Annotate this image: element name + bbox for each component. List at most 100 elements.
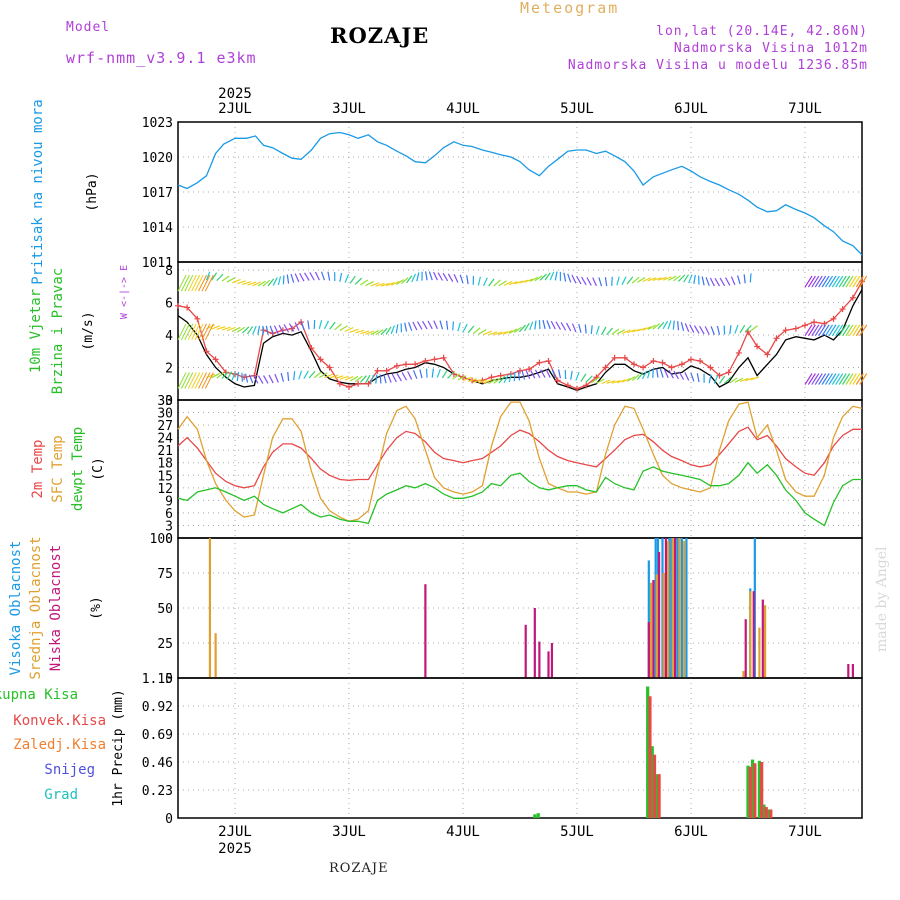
wind-arrow	[401, 277, 409, 285]
wind-arrow	[329, 374, 339, 379]
y-tick-label: 0.69	[142, 728, 173, 743]
bar-low	[424, 584, 427, 678]
wind-label-1: 10m Vjetar	[28, 289, 44, 373]
wind-arrow	[503, 280, 513, 286]
wind-arrow	[365, 330, 375, 335]
legend-zaledj: Zaledj.Kisa	[13, 737, 106, 753]
bar-ukupna-kisa	[762, 804, 766, 818]
wind-arrow	[286, 274, 290, 284]
wind-arrow	[294, 273, 300, 283]
wind-arrow	[578, 323, 582, 333]
wind-arrow	[825, 373, 834, 385]
gust-marker	[326, 364, 333, 371]
wind-arrow	[575, 371, 580, 381]
wind-arrow	[334, 323, 342, 331]
wind-arrow	[678, 371, 685, 380]
legend-ukupna: Ukupna Kisa	[0, 687, 78, 703]
low-cloud-label: Niska Oblacnost	[48, 545, 64, 671]
wind-arrow	[466, 275, 469, 285]
wind-arrow	[539, 273, 547, 281]
wind-arrow	[835, 275, 844, 288]
wind-arrow	[303, 370, 309, 379]
wind-arrow	[201, 274, 211, 292]
series-line-sfc-temp	[177, 401, 863, 522]
wind-arrow	[299, 272, 305, 282]
wind-arrow	[253, 375, 259, 384]
wind-arrow	[632, 328, 642, 333]
wind-arrow	[422, 320, 428, 330]
wind-arrow	[177, 274, 187, 292]
wind-arrow	[478, 379, 488, 384]
wind-arrow	[320, 271, 326, 281]
panel-frame	[177, 399, 863, 539]
y-tick-label: 1014	[142, 221, 173, 236]
pressure-unit: (hPa)	[85, 172, 100, 211]
wind-arrow	[662, 276, 672, 281]
bar-konvek-kisa	[657, 774, 661, 818]
gust-marker	[374, 367, 381, 374]
wind-arrow	[493, 377, 502, 384]
wind-arrow	[560, 322, 567, 331]
wind-arrow	[483, 330, 493, 336]
wind-arrow	[477, 276, 481, 286]
wind-arrow	[211, 272, 218, 281]
y-tick-label: 0.23	[142, 784, 173, 799]
wind-arrow	[231, 278, 241, 284]
gust-marker	[668, 364, 675, 371]
wind-arrow	[187, 274, 197, 292]
wind-arrow	[595, 325, 600, 335]
wind-arrow	[606, 380, 616, 385]
wind-arrow	[447, 273, 454, 282]
x-tick-bottom: 7JUL	[788, 824, 822, 840]
y-tick-label: 3	[165, 519, 173, 534]
wind-arrow	[835, 373, 844, 385]
bar-low	[851, 664, 854, 678]
wind-arrow	[626, 376, 636, 382]
wind-arrow	[252, 325, 257, 335]
wind-arrow	[365, 281, 374, 287]
wind-arrow	[838, 275, 847, 288]
wind-arrow	[211, 325, 221, 330]
wind-arrow	[274, 373, 279, 383]
wind-arrow	[385, 282, 395, 287]
x-tick-bottom: 5JUL	[560, 824, 594, 840]
wind-arrow	[257, 280, 266, 287]
wind-arrow	[848, 324, 857, 337]
wind-arrow	[204, 274, 214, 292]
wind-arrow	[472, 327, 481, 335]
wind-arrow	[807, 275, 816, 288]
wind-arrow	[216, 273, 224, 282]
wind-arrow	[737, 275, 741, 285]
y-tick-label: 0	[165, 672, 173, 687]
wind-arrow	[804, 275, 813, 288]
wind-arrow	[467, 378, 477, 383]
wind-arrow	[710, 326, 715, 335]
bar-high	[753, 538, 756, 678]
gust-marker	[830, 315, 837, 322]
wind-arrow	[652, 277, 662, 281]
wind-arrow	[696, 373, 700, 383]
gust-marker	[194, 315, 201, 322]
wind-arrow	[566, 322, 572, 332]
wind-arrow	[221, 275, 230, 282]
bar-konvek-kisa	[648, 696, 652, 818]
wind-arrow	[375, 374, 378, 384]
bar-konvek-kisa	[748, 766, 752, 818]
wind-arrow	[513, 326, 522, 334]
wind-arrow	[704, 326, 710, 335]
wind-arrow	[637, 277, 646, 283]
wind-arrow	[508, 328, 518, 334]
bar-high	[656, 538, 660, 678]
wind-arrow	[248, 374, 254, 384]
legend-konvek: Konvek.Kisa	[13, 713, 106, 729]
wind-arrow	[723, 325, 726, 335]
wind-arrow	[616, 379, 626, 384]
y-tick-label: 27	[157, 419, 173, 434]
wind-arrow	[647, 369, 651, 379]
gust-marker	[839, 306, 846, 313]
wind-arrow	[749, 325, 758, 332]
wind-arrow	[842, 373, 851, 385]
bar-high	[685, 538, 688, 678]
bar-ukupna-kisa	[750, 759, 755, 818]
wind-arrow	[636, 372, 644, 381]
